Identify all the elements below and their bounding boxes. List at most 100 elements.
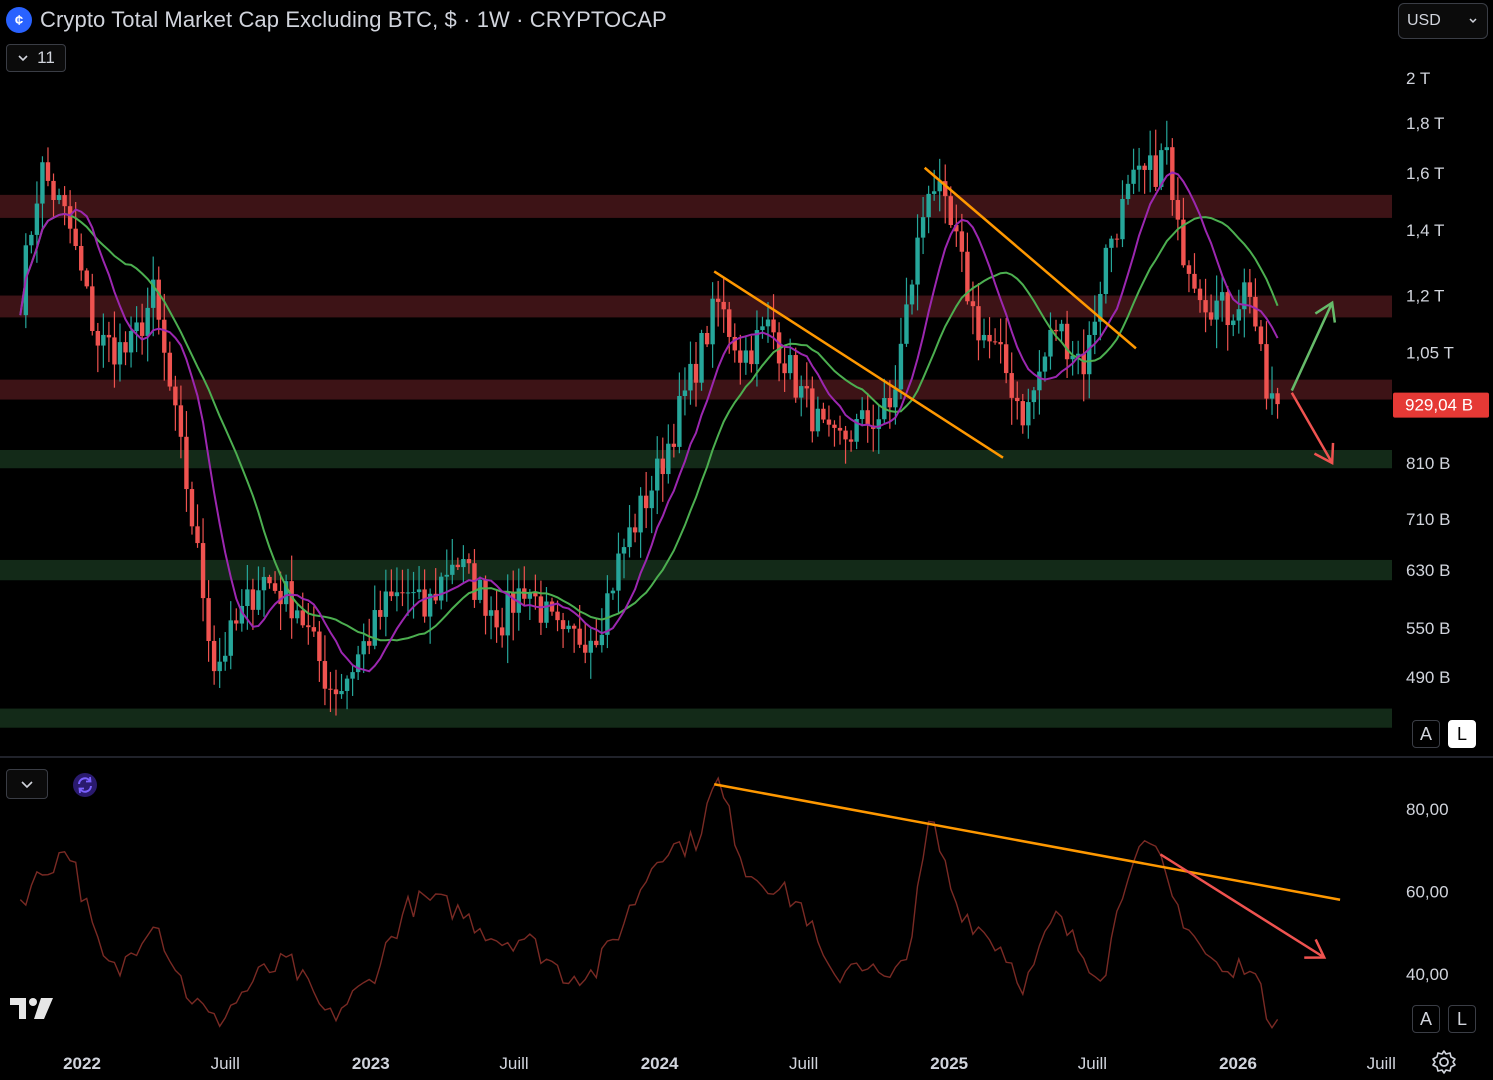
candle-body	[1120, 198, 1125, 240]
candle-body	[865, 410, 870, 426]
candle-body	[206, 598, 211, 641]
candle-body	[1109, 238, 1114, 248]
candle-body	[211, 640, 217, 672]
candle-body	[123, 342, 128, 353]
candle-body	[450, 564, 455, 575]
candle-body	[1114, 238, 1120, 240]
candle-body	[217, 661, 222, 672]
candle-body	[134, 322, 139, 332]
candle-body	[1170, 147, 1175, 201]
candle-body	[272, 583, 278, 591]
candle-body	[538, 596, 544, 623]
indicators-toggle-button[interactable]: 11	[6, 44, 66, 72]
candle-body	[1048, 329, 1053, 357]
candle-body	[643, 495, 649, 509]
candle-body	[1136, 165, 1142, 170]
candle-body	[970, 301, 976, 307]
candle-body	[117, 342, 123, 365]
rsi-auto-scale-button[interactable]: A	[1412, 1005, 1440, 1033]
candle-body	[95, 331, 101, 346]
candle-body	[311, 627, 317, 632]
candle-body	[743, 350, 749, 363]
candle-body	[1003, 344, 1009, 374]
candle-body	[909, 284, 915, 305]
candle-body	[195, 526, 200, 544]
candle-body	[228, 620, 233, 656]
candle-body	[1009, 373, 1014, 398]
candle-body	[90, 286, 95, 332]
time-axis-tick-label: Juill	[789, 1054, 818, 1073]
candle-body	[848, 439, 854, 442]
candle-body	[256, 590, 261, 610]
candle-body	[1147, 155, 1153, 170]
candle-body	[29, 234, 34, 246]
time-axis-tick-label: 2024	[641, 1054, 679, 1073]
candle-body	[250, 589, 256, 610]
candle-body	[931, 191, 937, 194]
pane-collapse-button[interactable]	[6, 769, 48, 799]
candle-body	[466, 559, 472, 564]
log-scale-button[interactable]: L	[1448, 720, 1476, 748]
candle-body	[1153, 155, 1158, 187]
candle-body	[1103, 247, 1109, 295]
candle-body	[67, 206, 73, 229]
candle-body	[245, 589, 250, 606]
candle-body	[1203, 300, 1208, 313]
candle-body	[754, 330, 760, 365]
candle-body	[389, 591, 394, 597]
candle-body	[1247, 282, 1253, 297]
candle-body	[151, 279, 156, 308]
candle-body	[605, 593, 610, 635]
candle-body	[599, 634, 605, 646]
candle-body	[383, 591, 389, 617]
candle-body	[760, 326, 765, 331]
candle-body	[621, 547, 627, 554]
candle-body	[56, 195, 62, 200]
settings-gear-icon[interactable]	[1430, 1048, 1458, 1076]
candle-body	[372, 610, 377, 646]
cryptocap-logo-icon: ¢	[6, 7, 32, 33]
candle-body	[937, 181, 942, 192]
candle-body	[1253, 296, 1258, 327]
candle-body	[461, 559, 466, 568]
candle-body	[837, 427, 843, 431]
candle-body	[1053, 329, 1059, 332]
candle-body	[1159, 150, 1164, 187]
candle-body	[527, 592, 533, 599]
candle-body	[610, 590, 616, 594]
candle-body	[405, 592, 411, 594]
candle-body	[162, 319, 167, 353]
sync-icon[interactable]	[72, 772, 98, 798]
candle-body	[1098, 294, 1103, 322]
candle-body	[1258, 326, 1264, 345]
candle-body	[632, 527, 638, 533]
candle-body	[40, 162, 45, 204]
rsi-log-scale-button[interactable]: L	[1448, 1005, 1476, 1033]
candle-body	[793, 355, 798, 398]
rsi-line	[19, 776, 1279, 1029]
candle-body	[278, 590, 283, 605]
candle-body	[560, 620, 566, 630]
scenario-arrow-up	[1290, 300, 1337, 392]
candle-body	[721, 301, 726, 310]
support-zone	[0, 559, 1392, 581]
candle-body	[361, 641, 366, 655]
auto-scale-button[interactable]: A	[1412, 720, 1440, 748]
candle-body	[1015, 397, 1020, 402]
candle-body	[804, 386, 809, 389]
currency-select[interactable]: USD	[1398, 3, 1488, 39]
price-axis-tick-label: 2 T	[1406, 69, 1430, 88]
candle-body	[283, 581, 289, 605]
resistance-zone	[0, 295, 1392, 318]
indicator-count: 11	[37, 48, 55, 67]
candle-body	[1192, 273, 1197, 289]
support-zone	[0, 449, 1392, 469]
time-axis-tick-label: Juill	[211, 1054, 240, 1073]
candle-body	[1264, 344, 1269, 399]
price-axis-tick-label: 1,4 T	[1406, 221, 1444, 240]
candle-body	[378, 610, 383, 617]
candle-body	[1242, 282, 1247, 310]
candles	[23, 120, 1280, 716]
candle-body	[583, 644, 588, 653]
